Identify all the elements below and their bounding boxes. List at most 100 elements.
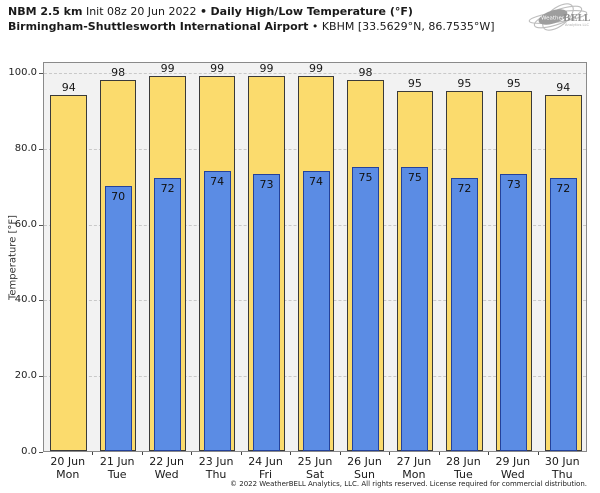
- low-value-label: 70: [111, 189, 126, 203]
- high-bar: [50, 94, 87, 451]
- x-tick-label: 20 Jun Mon: [38, 455, 98, 481]
- x-tick-day: Fri: [258, 468, 273, 481]
- title-separator: •: [200, 5, 208, 18]
- y-axis-title: Temperature [°F]: [7, 214, 19, 300]
- title-separator-2: •: [311, 20, 319, 33]
- x-tick-mark: [290, 452, 292, 455]
- y-tick-mark: [39, 224, 43, 226]
- x-tick-label: 24 Jun Fri: [236, 455, 296, 481]
- low-value-label: 72: [160, 182, 175, 196]
- high-value-label: 95: [506, 76, 521, 90]
- x-tick-label: 29 Jun Wed: [483, 455, 543, 481]
- low-bar: [549, 178, 577, 451]
- low-value-label: 74: [210, 174, 225, 188]
- high-value-label: 99: [160, 61, 175, 75]
- x-tick-day: Tue: [107, 468, 127, 481]
- high-value-label: 99: [309, 61, 323, 75]
- x-tick-date: 29 Jun: [495, 455, 531, 468]
- x-tick-label: 23 Jun Thu: [186, 455, 246, 481]
- x-tick-date: 30 Jun: [544, 455, 580, 468]
- high-value-label: 98: [111, 65, 126, 79]
- x-tick-label: 28 Jun Tue: [433, 455, 493, 481]
- low-bar: [450, 178, 478, 451]
- low-value-label: 75: [407, 170, 422, 184]
- x-tick-day: Tue: [453, 468, 473, 481]
- x-tick-label: 27 Jun Mon: [384, 455, 444, 481]
- low-bar: [302, 170, 330, 451]
- x-tick-label: 30 Jun Thu: [532, 455, 592, 481]
- low-bar: [104, 185, 132, 451]
- title-line-1: NBM 2.5 km Init 08z 20 Jun 2022 • Daily …: [8, 4, 495, 19]
- x-tick-day: Thu: [551, 468, 573, 481]
- high-value-label: 99: [259, 61, 274, 75]
- low-value-label: 72: [556, 182, 571, 196]
- low-value-label: 73: [259, 178, 274, 192]
- x-tick-mark: [240, 452, 242, 455]
- low-value-label: 73: [506, 178, 521, 192]
- chart-titles: NBM 2.5 km Init 08z 20 Jun 2022 • Daily …: [8, 4, 495, 34]
- logo-text-weather: Weather: [541, 16, 565, 22]
- y-tick-label: 0.0: [21, 446, 37, 457]
- y-tick-mark: [39, 452, 43, 453]
- product-name: Daily High/Low Temperature (°F): [210, 5, 413, 18]
- x-tick-mark: [339, 452, 341, 455]
- title-line-2: Birmingham-Shuttlesworth International A…: [8, 19, 495, 34]
- copyright-text: © 2022 WeatherBELL Analytics, LLC. All r…: [230, 480, 587, 488]
- x-tick-day: Thu: [205, 468, 227, 481]
- x-tick-day: Sat: [305, 468, 325, 481]
- high-value-label: 99: [210, 61, 225, 75]
- y-tick-label: 20.0: [14, 370, 37, 382]
- low-bar: [500, 174, 528, 451]
- high-value-label: 95: [407, 76, 422, 90]
- x-tick-label: 21 Jun Tue: [87, 455, 147, 481]
- low-bar: [401, 166, 429, 451]
- x-tick-date: 25 Jun: [297, 455, 333, 468]
- x-tick-mark: [191, 452, 193, 455]
- weatherbell-logo-icon: Weather BELL Analytics LLC: [528, 3, 591, 31]
- x-tick-label: 25 Jun Sat: [285, 455, 345, 481]
- x-tick-mark: [141, 452, 143, 455]
- x-tick-date: 21 Jun: [99, 455, 135, 468]
- station-name: Birmingham-Shuttlesworth International A…: [8, 20, 309, 33]
- low-bar: [203, 170, 231, 451]
- y-tick-label: 40.0: [14, 294, 37, 306]
- plot-area: 94 98 70 99 72 99 74 99 73 99 74 98 75 95 75 95 72 95 73 94…: [43, 62, 587, 452]
- x-tick-date: 23 Jun: [198, 455, 234, 468]
- init-time: Init 08z 20 Jun 2022: [85, 5, 197, 18]
- y-tick-label: 80.0: [14, 142, 37, 154]
- x-tick-day: Sun: [353, 468, 375, 481]
- y-tick-mark: [39, 300, 43, 302]
- x-tick-label: 26 Jun Sun: [334, 455, 394, 481]
- high-value-label: 98: [358, 65, 373, 79]
- low-bar: [154, 178, 182, 451]
- x-tick-date: 26 Jun: [347, 455, 382, 468]
- gridline: [44, 73, 586, 74]
- x-tick-mark: [389, 452, 391, 455]
- x-tick-mark: [537, 452, 539, 455]
- x-tick-day: Wed: [154, 468, 179, 481]
- x-tick-date: 22 Jun: [149, 455, 184, 468]
- high-value-label: 94: [61, 80, 76, 94]
- low-value-label: 74: [309, 174, 323, 188]
- y-tick-label: 60.0: [14, 218, 37, 230]
- y-tick-mark: [39, 376, 43, 378]
- model-name: NBM 2.5 km: [8, 5, 83, 18]
- y-tick-mark: [39, 148, 43, 150]
- high-value-label: 94: [556, 80, 571, 94]
- x-tick-date: 27 Jun: [396, 455, 432, 468]
- logo-subtext: Analytics LLC: [565, 23, 589, 27]
- x-tick-date: 24 Jun: [248, 455, 283, 468]
- x-tick-day: Mon: [56, 468, 80, 481]
- low-bar: [351, 166, 379, 451]
- high-value-label: 95: [457, 76, 472, 90]
- x-tick-day: Wed: [500, 468, 525, 481]
- x-tick-day: Mon: [402, 468, 426, 481]
- y-tick-mark: [39, 73, 43, 74]
- x-tick-mark: [488, 452, 490, 455]
- x-tick-mark: [438, 452, 440, 455]
- x-tick-label: 22 Jun Wed: [137, 455, 197, 481]
- low-bar: [253, 174, 281, 451]
- logo-text-bell: BELL: [563, 14, 591, 24]
